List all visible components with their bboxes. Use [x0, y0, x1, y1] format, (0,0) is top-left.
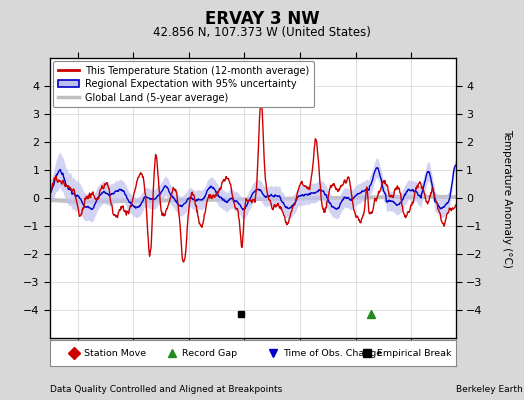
Text: Empirical Break: Empirical Break — [377, 348, 451, 358]
Text: Time of Obs. Change: Time of Obs. Change — [283, 348, 383, 358]
Text: Record Gap: Record Gap — [182, 348, 237, 358]
Text: Berkeley Earth: Berkeley Earth — [456, 385, 522, 394]
Text: Data Quality Controlled and Aligned at Breakpoints: Data Quality Controlled and Aligned at B… — [50, 385, 282, 394]
Y-axis label: Temperature Anomaly (°C): Temperature Anomaly (°C) — [502, 128, 512, 268]
Text: ERVAY 3 NW: ERVAY 3 NW — [205, 10, 319, 28]
Legend: This Temperature Station (12-month average), Regional Expectation with 95% uncer: This Temperature Station (12-month avera… — [53, 61, 314, 108]
Text: Station Move: Station Move — [84, 348, 146, 358]
Text: 42.856 N, 107.373 W (United States): 42.856 N, 107.373 W (United States) — [153, 26, 371, 39]
